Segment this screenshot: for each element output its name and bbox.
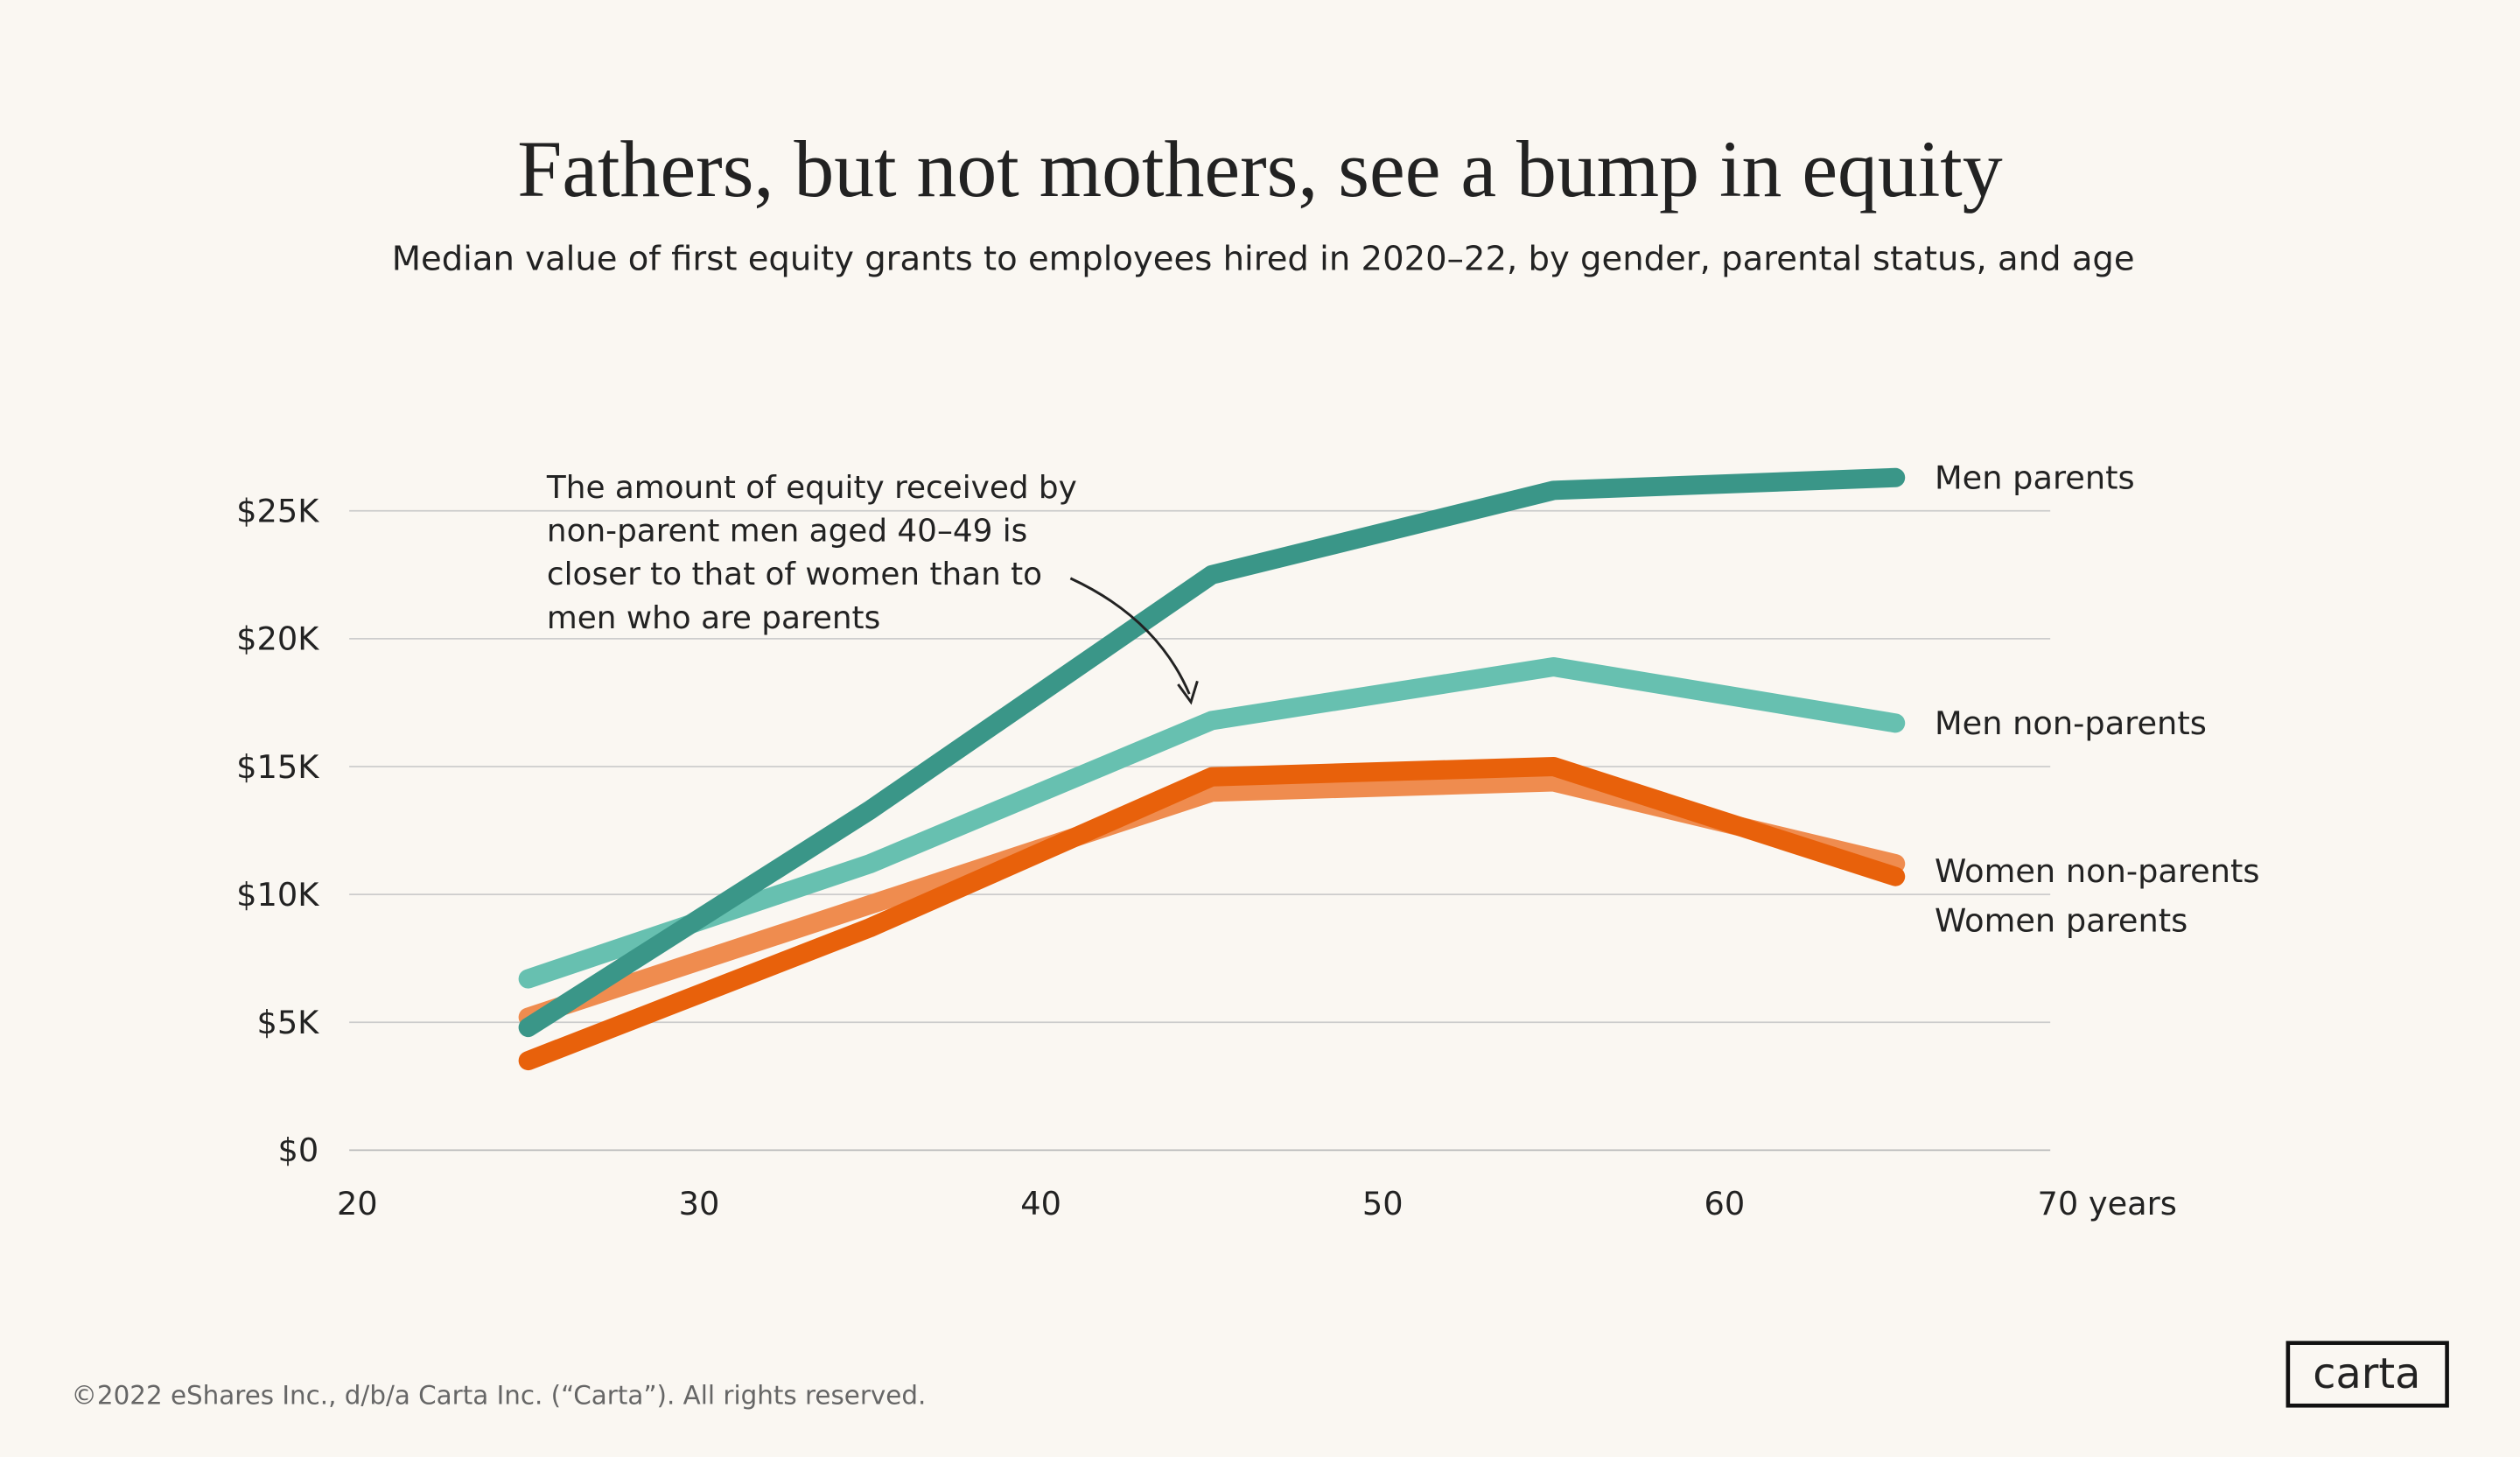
- annotation-line: The amount of equity received by: [546, 470, 1077, 506]
- x-tick-label: 40: [1020, 1185, 1061, 1222]
- x-tick-label: 70 years: [2037, 1185, 2176, 1222]
- arrow-head: [1177, 680, 1199, 705]
- x-tick-label: 50: [1362, 1185, 1404, 1222]
- annotation-arrow: [1069, 577, 1191, 695]
- copyright: ©2022 eShares Inc., d/b/a Carta Inc. (“C…: [72, 1380, 927, 1410]
- y-tick-label: $10K: [236, 876, 319, 914]
- y-tick-label: $15K: [236, 748, 319, 786]
- series-line: [518, 756, 1906, 1071]
- series-label: Men parents: [1935, 459, 2135, 497]
- series-label: Women parents: [1935, 902, 2188, 940]
- y-tick-label: $0: [278, 1131, 319, 1169]
- series-label: Men non-parents: [1935, 704, 2207, 742]
- x-tick-label: 30: [679, 1185, 720, 1222]
- annotation: The amount of equity received by non-par…: [546, 470, 1199, 705]
- chart-subtitle: Median value of first equity grants to e…: [392, 239, 2135, 278]
- series-label: Women non-parents: [1935, 852, 2260, 890]
- y-tick-label: $20K: [236, 620, 319, 658]
- lines: Men non-parents Women non-parents Women pa…: [518, 459, 2260, 1071]
- logo-box: [2286, 1341, 2449, 1408]
- annotation-line: closer to that of women than to: [547, 557, 1042, 592]
- chart-title: Fathers, but not mothers, see a bump in …: [517, 124, 2003, 214]
- y-tick-label: $25K: [236, 493, 319, 530]
- series-line: [518, 657, 1906, 989]
- series-line: [518, 467, 1906, 1038]
- annotation-line: men who are parents: [547, 600, 880, 636]
- annotation-line: non-parent men aged 40–49 is: [547, 514, 1027, 550]
- x-tick-label: 60: [1704, 1185, 1746, 1222]
- x-tick-label: 20: [337, 1185, 378, 1222]
- y-tick-label: $5K: [256, 1004, 319, 1041]
- logo: carta: [2313, 1350, 2420, 1398]
